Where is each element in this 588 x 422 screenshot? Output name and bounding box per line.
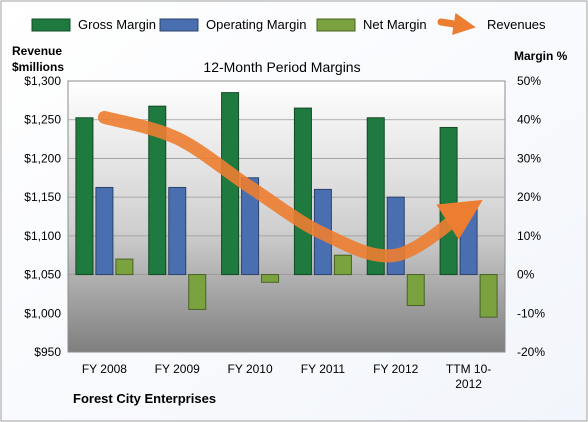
legend-label-gross-margin: Gross Margin [78,17,156,32]
bar-net-margin [406,274,425,307]
left-axis-label-line1: Revenue [12,44,62,58]
bar-net-margin [479,274,498,318]
legend-label-operating-margin: Operating Margin [206,17,306,32]
bar-operating-margin [168,186,187,276]
category-label: FY 2009 [155,362,200,376]
category-label: FY 2011 [301,362,346,376]
left-tick-label: $1,150 [24,190,61,204]
bar-gross-margin [148,105,167,276]
right-tick-label: 40% [517,113,541,127]
bar-operating-margin [95,186,114,276]
bar-gross-margin [366,117,385,276]
bar-net-margin [188,274,207,310]
legend-swatch-net-margin [316,18,356,32]
bar-net-margin [333,254,352,276]
bar-gross-margin [293,107,312,276]
legend-label-revenues: Revenues [487,17,546,32]
legend-swatch-operating-margin [159,18,199,32]
company-name: Forest City Enterprises [73,391,216,406]
left-tick-label: $1,000 [24,306,61,320]
left-tick-label: $950 [34,345,61,359]
right-tick-label: -10% [517,306,545,320]
right-tick-label: 30% [517,151,541,165]
right-tick-label: 20% [517,190,541,204]
legend: Gross Margin Operating Margin Net Margin Re… [31,12,546,36]
right-tick-label: 50% [517,74,541,88]
right-tick-label: -20% [517,345,545,359]
bar-operating-margin [386,196,405,276]
category-label: FY 2010 [228,362,273,376]
left-tick-label: $1,200 [24,151,61,165]
bar-operating-margin [241,177,260,276]
left-axis-ticks: $950 $1,000 $1,050 $1,100 $1,150 $1,200 $1,250… [24,74,61,359]
right-tick-label: 0% [517,268,535,282]
revenue-curve [97,110,483,263]
bar-net-margin [261,274,280,283]
category-label: TTM 10-2012 [446,362,491,391]
right-tick-label: 10% [517,229,541,243]
left-tick-label: $1,300 [24,74,61,88]
bar-net-margin [115,258,134,276]
left-tick-label: $1,250 [24,113,61,127]
legend-swatch-gross-margin [31,18,71,32]
category-label: FY 2008 [82,362,127,376]
left-axis-label-line2: $millions [12,60,64,74]
category-label: FY 2012 [373,362,418,376]
bar-gross-margin [439,126,458,276]
revenue-line [97,110,483,263]
category-labels: FY 2008 FY 2009 FY 2010 FY 2011 FY 2012 TTM 1… [82,362,491,391]
left-tick-label: $1,050 [24,268,61,282]
chart-title: 12-Month Period Margins [203,59,360,75]
bar-gross-margin [75,117,94,276]
right-axis-ticks: -20% -10% 0% 10% 20% 30% 40% 50% [517,74,545,359]
legend-label-net-margin: Net Margin [363,17,427,32]
left-tick-label: $1,100 [24,229,61,243]
legend-swatch-revenues [437,12,476,36]
right-axis-label: Margin % [514,49,568,63]
